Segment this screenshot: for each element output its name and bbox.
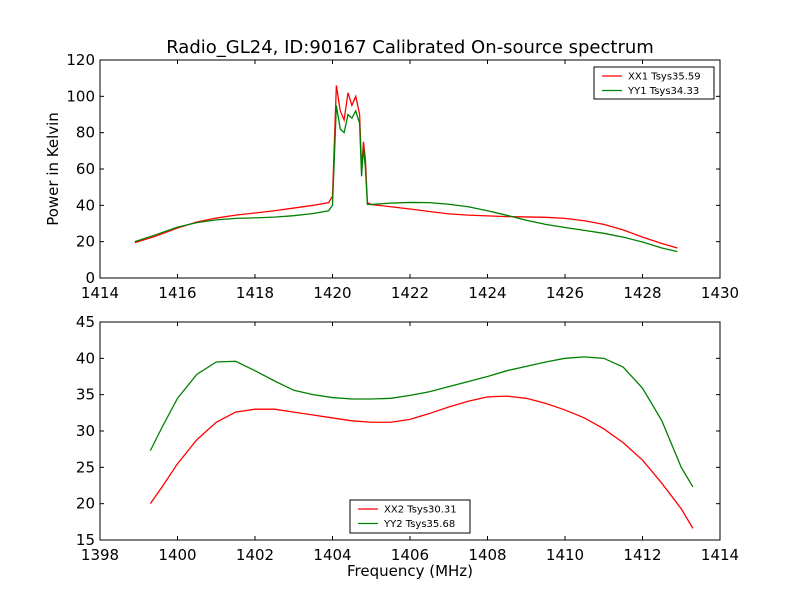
y-tick-label-1-6: 120 (66, 51, 95, 69)
x-tick-label-2-2: 1402 (236, 546, 274, 564)
x-tick-label-1-3: 1420 (313, 284, 351, 302)
y-tick-label-2-0: 15 (76, 531, 95, 549)
legend-box-1 (593, 66, 715, 100)
x-tick-label-2-7: 1412 (623, 546, 661, 564)
x-tick-label-2-5: 1408 (468, 546, 506, 564)
chart-title: Radio_GL24, ID:90167 Calibrated On-sourc… (166, 37, 654, 58)
x-tick-label-1-5: 1424 (468, 284, 506, 302)
x-tick-label-1-8: 1430 (701, 284, 739, 302)
legend-2: XX2 Tsys30.31 YY2 Tsys35.68 (349, 499, 471, 534)
y-tick-label-2-6: 45 (76, 313, 95, 331)
y-tick-label-2-3: 30 (76, 422, 95, 440)
x-tick-label-1-7: 1428 (623, 284, 661, 302)
legend-label-1-2: YY1 Tsys34.33 (627, 86, 699, 97)
x-tick-label-1-1: 1416 (158, 284, 196, 302)
legend-label-2-1: XX2 Tsys30.31 (384, 505, 457, 516)
series-line-1-1 (134, 85, 678, 249)
y-tick-label-2-2: 25 (76, 458, 95, 476)
y-axis-label: Power in Kelvin (44, 112, 62, 226)
plot-panels: 1414 1416 1418 1420 1422 1424 1426 1428 1430 0 20 4… (66, 51, 739, 564)
x-tick-label-2-6: 1410 (546, 546, 584, 564)
series-line-1-2 (134, 105, 678, 253)
y-tick-label-2-1: 20 (76, 495, 95, 513)
x-tick-label-2-1: 1400 (158, 546, 196, 564)
x-tick-label-1-4: 1422 (391, 284, 429, 302)
series-line-2-1 (149, 395, 694, 529)
y-tick-label-2-4: 35 (76, 386, 95, 404)
x-tick-label-2-8: 1414 (701, 546, 739, 564)
legend-label-2-2: YY2 Tsys35.68 (383, 519, 455, 530)
legend-label-1-1: XX1 Tsys35.59 (628, 72, 701, 83)
x-tick-label-2-3: 1404 (313, 546, 351, 564)
x-tick-label-2-4: 1406 (391, 546, 429, 564)
x-axis-label: Frequency (MHz) (347, 562, 473, 580)
y-tick-label-1-1: 20 (76, 233, 95, 251)
legend-box-2 (349, 499, 471, 534)
panel-2: 1398 1400 1402 1404 1406 1408 1410 1412 1414 15 20… (76, 313, 739, 564)
x-tick-label-2-0: 1398 (81, 546, 119, 564)
y-tick-label-1-5: 100 (66, 87, 95, 105)
x-tick-label-1-6: 1426 (546, 284, 584, 302)
x-tick-label-1-0: 1414 (81, 284, 119, 302)
x-tick-label-1-2: 1418 (236, 284, 274, 302)
y-tick-label-1-0: 0 (85, 269, 95, 287)
y-tick-label-1-3: 60 (76, 160, 95, 178)
series-line-2-2 (149, 356, 694, 488)
panel-1: 1414 1416 1418 1420 1422 1424 1426 1428 1430 0 20 4… (66, 51, 739, 302)
y-tick-label-1-4: 80 (76, 124, 95, 142)
legend-1: XX1 Tsys35.59 YY1 Tsys34.33 (593, 66, 715, 100)
y-tick-label-2-5: 40 (76, 349, 95, 367)
y-tick-label-1-2: 40 (76, 196, 95, 214)
